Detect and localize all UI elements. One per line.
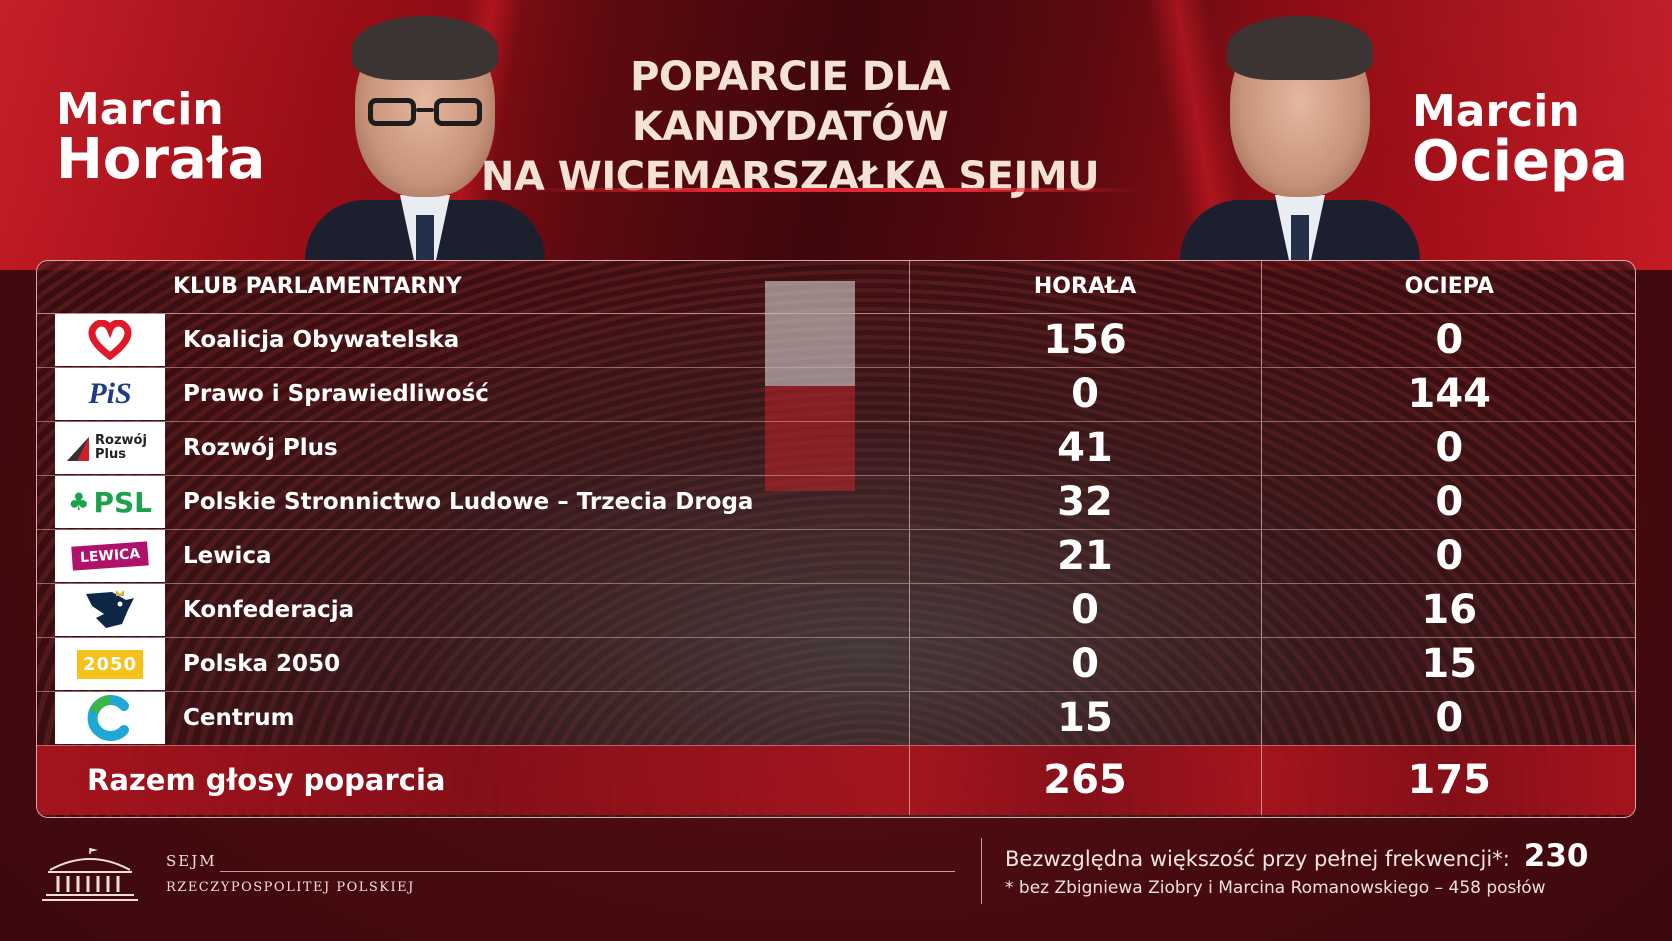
table-row: Koalicja Obywatelska 156 0 [37,313,1635,368]
table-row: PiS Prawo i Sprawiedliwość 0 144 [37,367,1635,422]
club-name: Lewica [167,529,910,584]
candidate-left-last-name: Horała [56,127,266,192]
tie-shape [416,215,434,260]
hair-shape [352,16,498,80]
candidate-right-name: Marcin Ociepa [1412,90,1628,190]
hair-shape [1227,16,1373,80]
table-row: Konfederacja 0 16 [37,583,1635,638]
candidate-left-name: Marcin Horała [56,88,265,188]
horala-votes: 0 [908,583,1262,638]
total-ociepa: 175 [1260,745,1635,815]
org-name-line1: SEJM [166,852,217,870]
club-name: Koalicja Obywatelska [167,313,910,368]
table-row: Centrum 15 0 [37,691,1635,746]
table-row: Rozwój Plus Rozwój Plus 41 0 [37,421,1635,476]
tie-shape [1291,215,1309,260]
table-row: 2050 Polska 2050 0 15 [37,637,1635,692]
table-header-row: KLUB PARLAMENTARNY HORAŁA OCIEPA [37,261,1635,314]
ociepa-votes: 0 [1260,529,1635,584]
horala-votes: 0 [908,367,1262,422]
page-title-line2: NA WICEMARSZAŁKA SEJMU [480,154,1100,200]
psl-clover-logo-icon: ♣ PSL [55,476,165,528]
club-name: Polska 2050 [167,637,910,692]
candidate-right-last-name: Ociepa [1412,129,1628,194]
results-panel: KLUB PARLAMENTARNY HORAŁA OCIEPA Koalicj… [36,260,1636,818]
table-row: LEWICA Lewica 21 0 [37,529,1635,584]
title-underline [530,188,1140,192]
majority-label: Bezwzględna większość przy pełnej frekwe… [1005,847,1510,871]
total-horala: 265 [908,745,1262,815]
candidate-right-first-name: Marcin [1412,86,1580,137]
club-name: Rozwój Plus [167,421,910,476]
ociepa-votes: 16 [1260,583,1635,638]
horala-votes: 0 [908,637,1262,692]
page-title: POPARCIE DLA KANDYDATÓW NA WICEMARSZAŁKA… [470,52,1110,202]
footer-divider [220,871,955,872]
page-title-line1: POPARCIE DLA KANDYDATÓW [630,54,950,150]
total-row: Razem głosy poparcia 265 175 [37,745,1635,815]
horala-votes: 156 [908,313,1262,368]
club-name: Centrum [167,691,910,746]
club-name: Prawo i Sprawiedliwość [167,367,910,422]
konfederacja-eagle-logo-icon [55,584,165,636]
lewica-logo-icon: LEWICA [55,530,165,582]
pis-logo-icon: PiS [55,368,165,420]
candidate-left-photo [300,10,550,260]
sejm-building-icon [40,846,140,902]
ociepa-votes: 0 [1260,421,1635,476]
polska-2050-logo-icon: 2050 [55,638,165,690]
footnote: * bez Zbigniewa Ziobry i Marcina Romanow… [1005,878,1546,898]
results-table: KLUB PARLAMENTARNY HORAŁA OCIEPA Koalicj… [37,261,1635,815]
column-header-ociepa: OCIEPA [1260,261,1635,314]
total-label: Razem głosy poparcia [37,745,910,815]
ociepa-votes: 0 [1260,475,1635,530]
majority-value: 230 [1523,838,1589,874]
ociepa-votes: 0 [1260,691,1635,746]
column-header-club: KLUB PARLAMENTARNY [37,261,910,314]
table-row: ♣ PSL Polskie Stronnictwo Ludowe – Trzec… [37,475,1635,530]
horala-votes: 32 [908,475,1262,530]
horala-votes: 15 [908,691,1262,746]
club-name: Konfederacja [167,583,910,638]
org-name-line2: RZECZYPOSPOLITEJ POLSKIEJ [166,880,415,895]
centrum-c-logo-icon [55,692,165,744]
ociepa-votes: 144 [1260,367,1635,422]
candidate-right-photo [1175,10,1425,260]
horala-votes: 21 [908,529,1262,584]
rozwoj-plus-logo-icon: Rozwój Plus [55,422,165,474]
candidate-left-first-name: Marcin [56,84,224,135]
column-header-horala: HORAŁA [908,261,1262,314]
horala-votes: 41 [908,421,1262,476]
club-name: Polskie Stronnictwo Ludowe – Trzecia Dro… [167,475,910,530]
heart-logo-icon [55,314,165,366]
header-band [0,0,1672,270]
glasses-icon [368,98,482,128]
majority-info: Bezwzględna większość przy pełnej frekwe… [1005,838,1589,874]
footer-vertical-divider [981,838,982,904]
ociepa-votes: 15 [1260,637,1635,692]
ociepa-votes: 0 [1260,313,1635,368]
